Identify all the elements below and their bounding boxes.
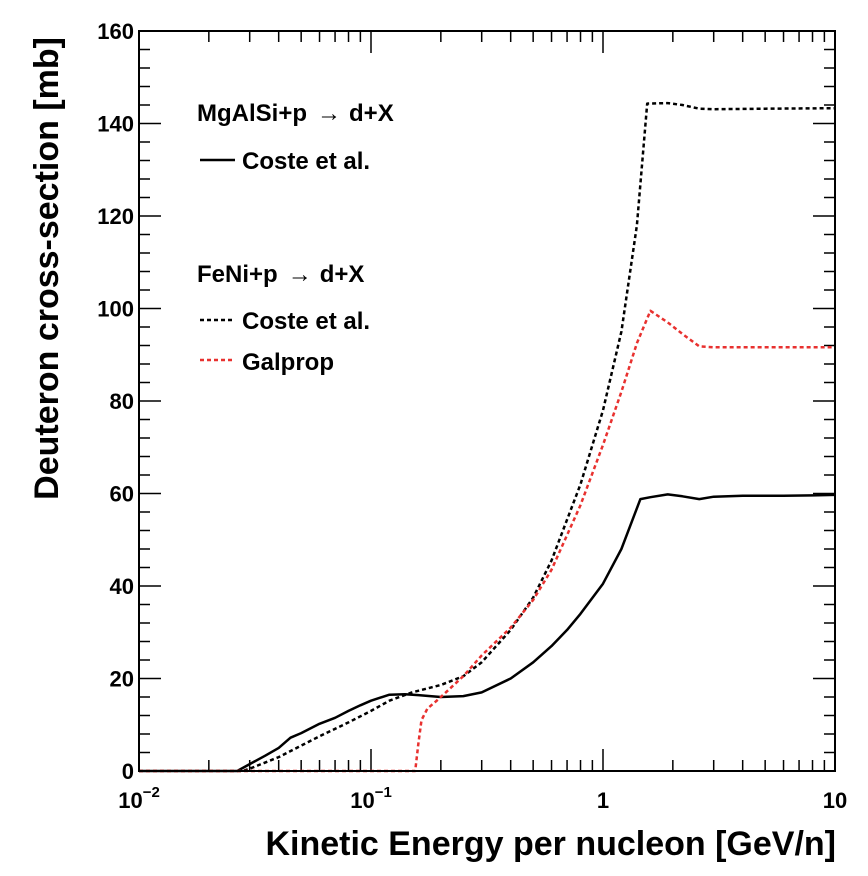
y-axis-title: Deuteron cross-section [mb] <box>28 37 66 500</box>
legend-label-feni-galprop: Galprop <box>242 349 334 376</box>
legend-label-mgalsi-coste: Coste et al. <box>242 148 370 175</box>
y-tick-label: 140 <box>97 112 134 137</box>
axis-ticks <box>138 30 836 772</box>
x-tick-label: 10−1 <box>350 784 392 813</box>
legend-header-feni-arrow: → <box>288 261 312 288</box>
x-tick-exponent: −1 <box>375 784 392 801</box>
y-tick-label: 120 <box>97 204 134 229</box>
legend-header-mgalsi-product: d+X <box>349 100 394 127</box>
y-tick-label: 80 <box>110 389 134 414</box>
legend: MgAlSi+p → d+X Coste et al. FeNi+p → d+X Cos… <box>197 100 394 376</box>
y-tick-label: 40 <box>110 574 134 599</box>
x-tick-base: 10 <box>350 788 374 813</box>
legend-header-mgalsi-reactants: MgAlSi+p <box>197 100 307 127</box>
plot-series <box>139 101 836 773</box>
legend-header-feni-reactants: FeNi+p <box>197 261 278 288</box>
series-feni-galprop <box>139 309 835 773</box>
x-tick-label: 10−2 <box>118 784 160 813</box>
y-tick-label: 60 <box>110 482 134 507</box>
legend-label-feni-coste: Coste et al. <box>242 308 370 335</box>
legend-header-mgalsi: MgAlSi+p → d+X <box>197 100 394 127</box>
x-tick-label: 1 <box>597 788 609 813</box>
x-tick-base: 10 <box>118 788 142 813</box>
legend-header-mgalsi-arrow: → <box>317 100 341 127</box>
series-mgalsi-coste <box>139 493 836 773</box>
plot-frame <box>138 30 836 772</box>
x-tick-exponent: −2 <box>143 784 160 801</box>
x-axis-title: Kinetic Energy per nucleon [GeV/n] <box>265 825 836 863</box>
legend-header-feni-product: d+X <box>320 261 365 288</box>
series-feni-coste <box>139 101 836 773</box>
y-tick-label: 0 <box>122 759 134 784</box>
x-tick-base: 10 <box>823 788 847 813</box>
y-tick-label: 160 <box>97 19 134 44</box>
y-tick-label: 20 <box>110 667 134 692</box>
legend-header-feni: FeNi+p → d+X <box>197 261 364 288</box>
y-tick-labels: 0 20 40 60 80 100 120 140 160 <box>97 19 134 784</box>
x-tick-labels: 10−2 10−1 1 10 <box>118 784 847 813</box>
x-tick-label: 10 <box>823 788 847 813</box>
y-tick-label: 100 <box>97 297 134 322</box>
x-tick-base: 1 <box>597 788 609 813</box>
